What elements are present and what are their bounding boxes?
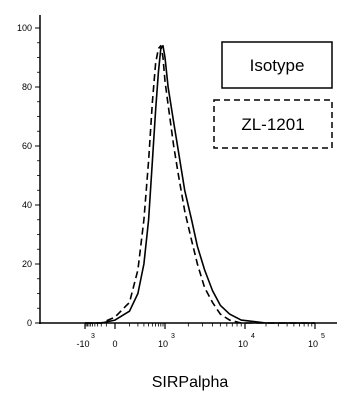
x-tick-exponent: 4 [251,333,255,340]
series-line-zl-1201 [85,44,315,324]
x-tick-exponent: 3 [91,333,95,340]
legend-label-zl-1201: ZL-1201 [241,115,304,134]
series-line-isotype [85,44,315,324]
y-tick-label: 40 [22,200,32,210]
legend-box-isotype [221,41,333,89]
x-tick-exponent: 5 [321,333,325,340]
x-tick-label: 0 [112,339,117,349]
y-tick-label: 0 [27,318,32,328]
legend: Isotype ZL-1201 [213,41,333,149]
legend-label-isotype: Isotype [250,56,305,75]
y-tick-label: 20 [22,259,32,269]
y-tick-label: 80 [22,82,32,92]
x-axis-label: SIRPalpha [152,374,229,391]
x-tick-label: -10 [76,339,89,349]
x-tick-label: 10 [158,339,168,349]
y-tick-label: 100 [17,23,32,33]
x-tick-label: 10 [238,339,248,349]
y-tick-label: 60 [22,141,32,151]
x-tick-exponent: 3 [171,333,175,340]
legend-box-zl-1201 [213,99,333,149]
x-tick-label: 10 [308,339,318,349]
